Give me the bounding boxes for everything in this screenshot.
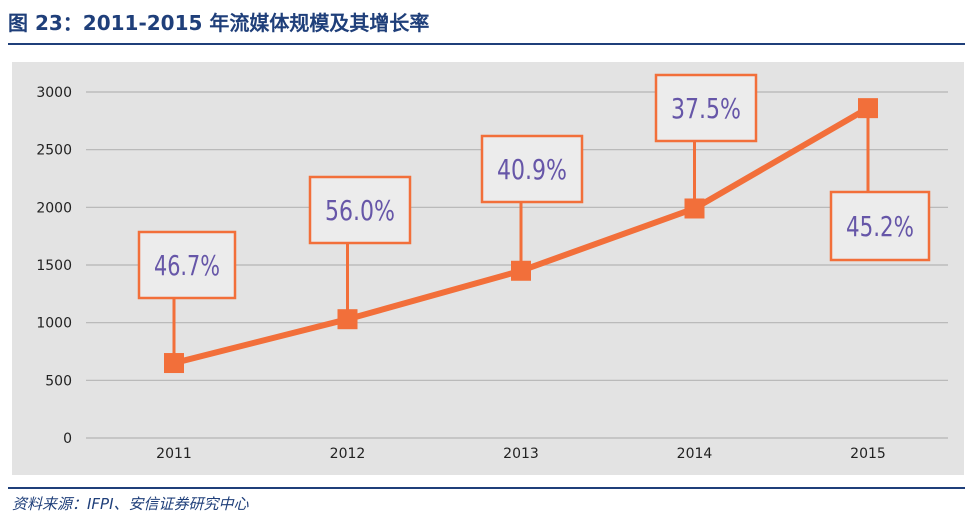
source-note: 资料来源：IFPI、安信证券研究中心: [12, 495, 249, 513]
chart-svg: 0 500 1000 1500 2000 2500 3000 2011 2012 2013 2014…: [12, 62, 964, 475]
y-tick-label: 0: [63, 431, 72, 447]
data-label-box: [480, 134, 584, 204]
x-tick-label: 2012: [330, 446, 366, 462]
x-tick-label: 2013: [503, 446, 539, 462]
y-tick-label: 3000: [36, 85, 72, 101]
footer-divider: [8, 487, 965, 489]
data-point-marker: [164, 353, 184, 374]
y-tick-label: 2500: [36, 143, 72, 159]
data-label-box: [829, 190, 931, 262]
data-label: 37.5%: [671, 92, 741, 125]
data-label-box: [137, 230, 237, 300]
x-tick-label: 2014: [677, 446, 713, 462]
data-label: 40.9%: [497, 153, 567, 186]
data-label-box: [308, 175, 412, 245]
y-tick-label: 1500: [36, 258, 72, 274]
data-label: 56.0%: [325, 194, 395, 227]
data-point-marker: [337, 309, 358, 330]
y-tick-label: 2000: [36, 200, 72, 216]
data-point-marker: [858, 98, 878, 119]
chart: 0 500 1000 1500 2000 2500 3000 2011 2012 2013 2014…: [12, 62, 964, 475]
data-point-marker: [511, 260, 531, 281]
data-label-box: [654, 73, 758, 143]
data-label: 45.2%: [846, 210, 914, 243]
x-tick-label: 2015: [850, 446, 886, 462]
chart-title: 图 23：2011-2015 年流媒体规模及其增长率: [8, 11, 430, 35]
title-divider: [8, 43, 965, 45]
y-tick-label: 1000: [36, 316, 72, 332]
data-point-marker: [684, 198, 705, 219]
data-label: 46.7%: [154, 249, 220, 282]
y-tick-label: 500: [45, 373, 72, 389]
x-tick-label: 2011: [156, 446, 192, 462]
